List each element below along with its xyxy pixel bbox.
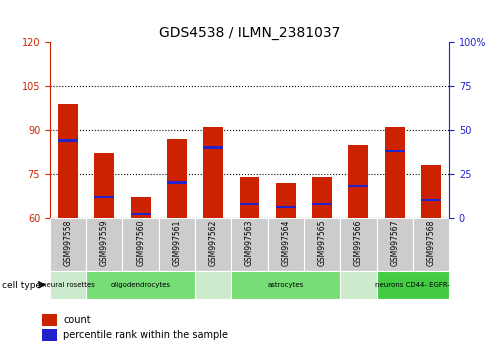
Bar: [413, 218, 449, 271]
Bar: [348, 185, 368, 187]
Bar: [377, 218, 413, 271]
Bar: [312, 202, 332, 205]
Bar: [377, 271, 449, 299]
Text: cell type: cell type: [2, 281, 41, 290]
Text: percentile rank within the sample: percentile rank within the sample: [63, 330, 228, 340]
Bar: [86, 271, 195, 299]
Text: GSM997567: GSM997567: [390, 219, 399, 266]
Text: neural rosettes: neural rosettes: [41, 282, 94, 288]
Bar: [42, 314, 57, 326]
Bar: [94, 154, 114, 218]
Bar: [122, 218, 159, 271]
Text: oligodendrocytes: oligodendrocytes: [111, 282, 171, 288]
Text: count: count: [63, 315, 91, 325]
Bar: [203, 127, 223, 218]
Bar: [385, 150, 405, 152]
Text: astrocytes: astrocytes: [267, 282, 304, 288]
Text: GSM997563: GSM997563: [245, 219, 254, 266]
Bar: [312, 177, 332, 218]
Bar: [232, 271, 340, 299]
Bar: [50, 218, 86, 271]
Bar: [131, 213, 151, 215]
Bar: [86, 218, 122, 271]
Bar: [58, 139, 78, 142]
Bar: [240, 177, 259, 218]
Bar: [304, 218, 340, 271]
Text: GSM997559: GSM997559: [100, 219, 109, 266]
Bar: [167, 182, 187, 184]
Bar: [276, 206, 296, 209]
Bar: [421, 165, 441, 218]
Bar: [421, 199, 441, 201]
Bar: [42, 329, 57, 341]
Bar: [195, 218, 232, 271]
Text: GSM997566: GSM997566: [354, 219, 363, 266]
Bar: [167, 139, 187, 218]
Bar: [267, 218, 304, 271]
Bar: [232, 218, 267, 271]
Title: GDS4538 / ILMN_2381037: GDS4538 / ILMN_2381037: [159, 26, 340, 40]
Text: GSM997558: GSM997558: [63, 219, 72, 266]
Bar: [50, 271, 86, 299]
Text: GSM997564: GSM997564: [281, 219, 290, 266]
Bar: [276, 183, 296, 218]
Text: GSM997561: GSM997561: [173, 219, 182, 266]
Bar: [58, 104, 78, 218]
Bar: [340, 271, 377, 299]
Text: GSM997560: GSM997560: [136, 219, 145, 266]
Text: neurons CD44- EGFR-: neurons CD44- EGFR-: [375, 282, 450, 288]
Bar: [94, 195, 114, 198]
Bar: [195, 271, 232, 299]
Bar: [159, 218, 195, 271]
Text: GSM997565: GSM997565: [317, 219, 326, 266]
Bar: [131, 197, 151, 218]
Bar: [340, 218, 377, 271]
Bar: [348, 145, 368, 218]
Bar: [240, 202, 259, 205]
Bar: [203, 147, 223, 149]
Text: GSM997562: GSM997562: [209, 219, 218, 266]
Bar: [385, 127, 405, 218]
Text: GSM997568: GSM997568: [427, 219, 436, 266]
